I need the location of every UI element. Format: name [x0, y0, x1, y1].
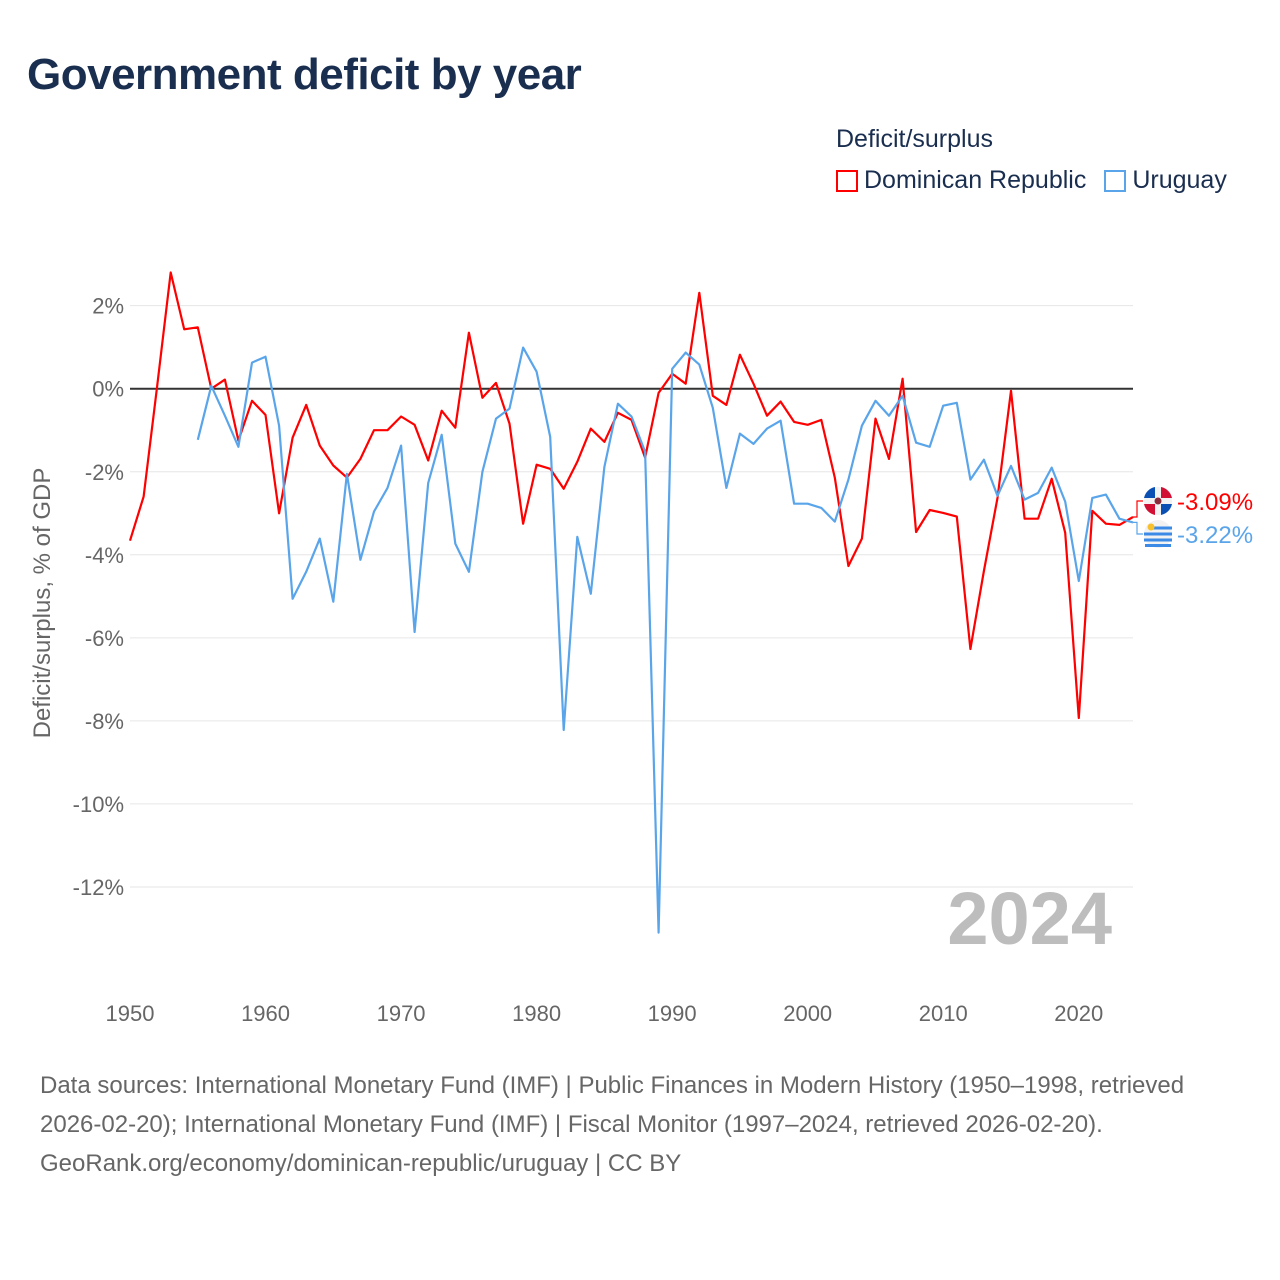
y-tick-label: 2% — [92, 294, 124, 319]
x-tick-label: 2000 — [783, 1001, 832, 1026]
y-tick-label: -4% — [85, 543, 124, 568]
flag-quarter — [1161, 504, 1172, 515]
end-label-connector — [1133, 521, 1143, 535]
footer: Data sources: International Monetary Fun… — [40, 1066, 1240, 1183]
series-line-dominican-republic — [128, 271, 1134, 720]
x-tick-label: 1950 — [106, 1001, 155, 1026]
x-tick-label: 1960 — [241, 1001, 290, 1026]
end-value-label: -3.22% — [1177, 522, 1253, 549]
flag-stripe — [1153, 526, 1172, 530]
end-label-connector — [1133, 500, 1143, 518]
series-line-uruguay — [196, 346, 1134, 934]
end-value-label: -3.09% — [1177, 489, 1253, 516]
x-tick-label: 2020 — [1054, 1001, 1103, 1026]
legend-label: Dominican Republic — [864, 166, 1087, 194]
x-tick-label: 1970 — [377, 1001, 426, 1026]
chart-title: Government deficit by year — [27, 50, 582, 99]
y-tick-label: 0% — [92, 377, 124, 402]
legend-swatch-dominican-republic — [836, 169, 858, 192]
flag-quarter — [1161, 487, 1172, 498]
x-tick-label: 2010 — [919, 1001, 968, 1026]
legend-swatch-uruguay — [1104, 169, 1127, 192]
y-tick-label: -12% — [73, 875, 124, 900]
y-tick-label: -8% — [85, 709, 124, 734]
y-tick-label: -6% — [85, 626, 124, 651]
credit-link[interactable]: GeoRank.org/economy/dominican-republic/u… — [40, 1150, 682, 1177]
data-sources: Data sources: International Monetary Fun… — [40, 1072, 1185, 1138]
flag-emblem — [1154, 497, 1162, 505]
line-chart: 2% 0% -2% -4% -6% -8% -10% -12% 1950 1960 1970 198… — [29, 271, 1253, 1026]
legend-item-uruguay[interactable]: Uruguay — [1104, 166, 1227, 195]
x-tick-label: 1990 — [648, 1001, 697, 1026]
dominican-republic-flag-icon — [1144, 487, 1172, 515]
flag-quarter — [1144, 504, 1155, 515]
flag-stripe — [1144, 538, 1172, 542]
y-tick-label: -2% — [85, 460, 124, 485]
legend-label: Uruguay — [1132, 166, 1227, 194]
flag-quarter — [1144, 487, 1155, 498]
flag-stripe — [1145, 544, 1171, 547]
year-watermark: 2024 — [947, 877, 1112, 960]
legend: Dominican Republic Uruguay — [836, 166, 1227, 195]
legend-title: Deficit/surplus — [836, 125, 993, 153]
legend-item-dominican-republic[interactable]: Dominican Republic — [836, 166, 1086, 195]
uruguay-flag-icon — [1144, 520, 1172, 548]
y-axis-label: Deficit/surplus, % of GDP — [29, 468, 56, 739]
flag-sun — [1147, 523, 1155, 531]
flag-stripe — [1144, 532, 1172, 536]
x-tick-label: 1980 — [512, 1001, 561, 1026]
y-tick-label: -10% — [73, 792, 124, 817]
